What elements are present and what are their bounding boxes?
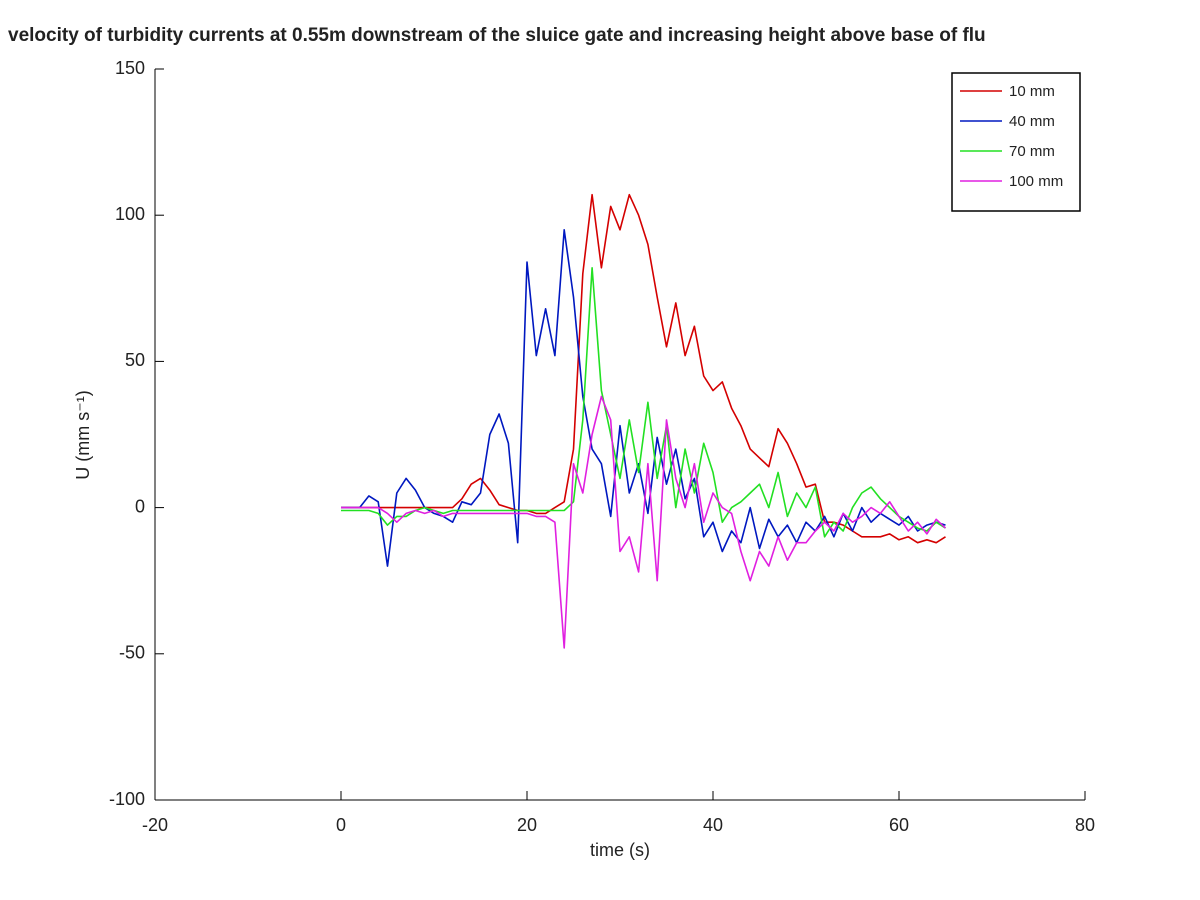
y-tick-label: 150: [115, 58, 145, 78]
x-tick-label: 0: [336, 815, 346, 835]
legend-label: 40 mm: [1009, 113, 1055, 130]
x-tick-label: 20: [517, 815, 537, 835]
legend-box: [951, 72, 1081, 212]
y-tick-label: 100: [115, 204, 145, 224]
x-tick-label: 80: [1075, 815, 1095, 835]
x-tick-label: 40: [703, 815, 723, 835]
y-tick-label: -50: [119, 643, 145, 663]
legend-label: 100 mm: [1009, 173, 1063, 190]
x-axis-label: time (s): [590, 840, 650, 860]
x-tick-label: -20: [142, 815, 168, 835]
x-tick-label: 60: [889, 815, 909, 835]
y-axis-label: U (mm s⁻¹): [73, 390, 93, 479]
legend-label: 10 mm: [1009, 83, 1055, 100]
y-tick-label: -100: [109, 789, 145, 809]
legend-label: 70 mm: [1009, 143, 1055, 160]
chart-title: velocity of turbidity currents at 0.55m …: [8, 25, 986, 46]
y-tick-label: 0: [135, 496, 145, 516]
series-line: [341, 267, 946, 538]
y-tick-label: 50: [125, 350, 145, 370]
series-line: [341, 395, 947, 649]
